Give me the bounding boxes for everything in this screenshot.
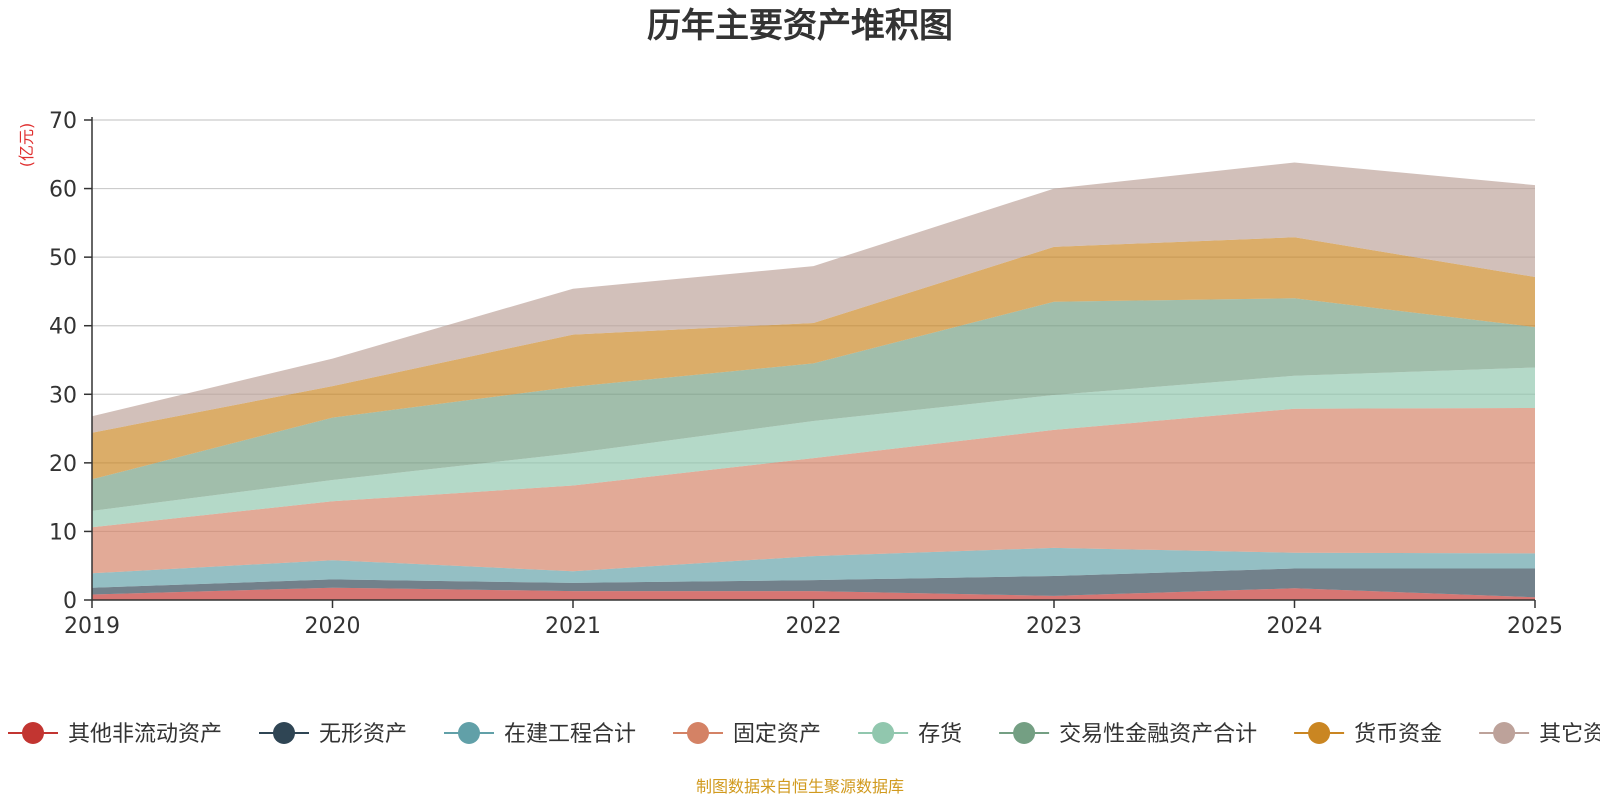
legend-item-7[interactable]: 货币资金 [1294,722,1442,747]
area-8[interactable] [92,162,1535,433]
legend-marker [22,722,44,744]
x-tick-label: 2021 [545,614,601,639]
y-tick-label: 70 [49,109,77,134]
y-tick-label: 10 [49,520,77,545]
x-tick-label: 2025 [1507,614,1563,639]
legend-label: 其他非流动资产 [68,722,222,747]
legend[interactable]: 其他非流动资产 无形资产 在建工程合计 固定资产 存货 交易性金融资产合计 货币资金 其它资产 [8,722,1600,747]
legend-label: 存货 [918,722,962,747]
area-5[interactable] [92,367,1535,528]
y-tick-label: 50 [49,246,77,271]
legend-item-6[interactable]: 交易性金融资产合计 [999,722,1257,747]
legend-item-2[interactable]: 无形资产 [259,722,407,747]
y-tick-label: 60 [49,178,77,203]
legend-label: 无形资产 [319,722,407,747]
legend-item-8[interactable]: 其它资产 [1479,722,1600,747]
y-tick-label: 20 [49,452,77,477]
x-tick-label: 2020 [305,614,361,639]
area-3[interactable] [92,547,1535,588]
x-tick-label: 2019 [64,614,120,639]
legend-item-4[interactable]: 固定资产 [673,722,821,747]
y-axis-unit: (亿元) [17,123,36,168]
y-tick-label: 40 [49,315,77,340]
area-4[interactable] [92,408,1535,574]
legend-marker [1493,722,1516,744]
x-tick-label: 2022 [786,614,842,639]
area-6[interactable] [92,298,1535,511]
legend-marker [687,722,709,744]
axes: 0 10 20 30 40 50 60 70 2019 2020 2021 2022 2023 2024 2… [49,109,1563,639]
area-2[interactable] [92,568,1535,598]
legend-item-3[interactable]: 在建工程合计 [444,722,636,747]
y-tick-label: 30 [49,383,77,408]
legend-item-5[interactable]: 存货 [858,722,962,747]
legend-marker [1308,722,1331,744]
legend-marker [1013,722,1036,744]
legend-marker [872,722,895,744]
x-tick-label: 2023 [1026,614,1082,639]
legend-marker [273,722,295,744]
x-tick-label: 2024 [1267,614,1323,639]
legend-label: 交易性金融资产合计 [1059,722,1257,747]
legend-label: 货币资金 [1354,722,1442,747]
source-note: 制图数据来自恒生聚源数据库 [696,777,904,796]
area-1[interactable] [92,587,1535,600]
chart-title: 历年主要资产堆积图 [647,6,953,46]
legend-label: 在建工程合计 [504,722,636,747]
area-7[interactable] [92,237,1535,480]
legend-marker [458,722,480,744]
area-series [92,162,1535,600]
y-tick-label: 0 [63,589,77,614]
legend-label: 固定资产 [733,722,821,747]
legend-item-1[interactable]: 其他非流动资产 [8,722,222,747]
legend-label: 其它资产 [1539,722,1600,747]
